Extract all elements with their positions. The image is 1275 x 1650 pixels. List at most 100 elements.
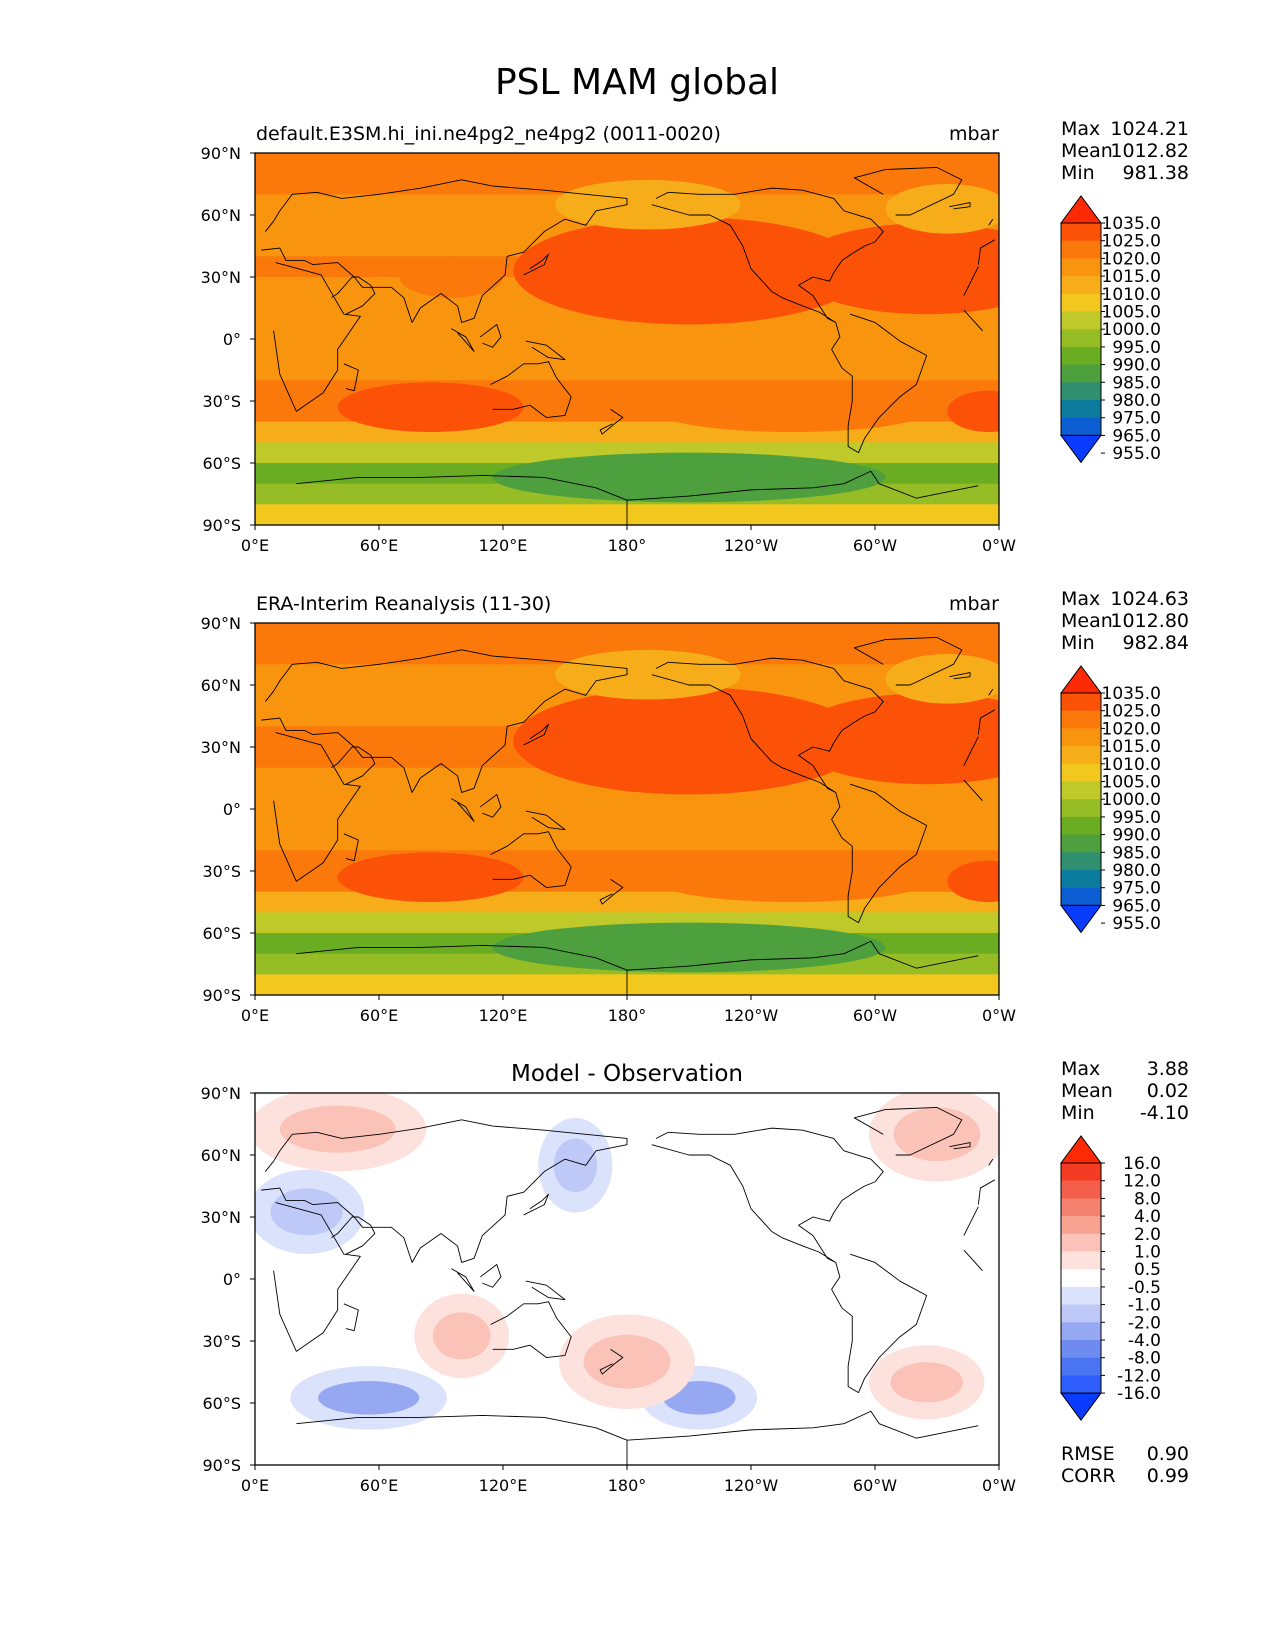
coastline bbox=[949, 202, 971, 210]
x-axis: 0°E 60°E 120°E 180° 120°W 60°W 0°W bbox=[241, 1465, 1016, 1495]
colorbar-segment bbox=[1061, 852, 1101, 871]
colorbar-segment bbox=[1061, 763, 1101, 782]
map-field bbox=[255, 623, 999, 995]
pressure-cell bbox=[337, 852, 524, 902]
colorbar-segment bbox=[1061, 382, 1101, 401]
error-stats: RMSE 0.90 CORR 0.99 bbox=[1061, 1443, 1189, 1487]
colorbar-label: -12.0 bbox=[1117, 1366, 1161, 1386]
y-tick-label: 90°S bbox=[202, 986, 241, 1005]
colorbar-label: 985.0 bbox=[1112, 373, 1161, 393]
coastlines bbox=[261, 637, 996, 995]
side-panel-2: Max 3.88 Mean 0.02 Min -4.10 16.012.08.0… bbox=[1060, 1058, 1189, 1487]
coastline bbox=[331, 276, 376, 315]
pressure-band bbox=[255, 318, 999, 340]
y-tick-label: 90°S bbox=[202, 1456, 241, 1475]
y-tick-label: 60°S bbox=[202, 924, 241, 943]
colorbar-segment bbox=[1061, 346, 1101, 365]
colorbar-extend-min bbox=[1060, 1392, 1102, 1421]
coastline bbox=[296, 944, 628, 995]
pressure-cell bbox=[513, 687, 865, 795]
colorbar-label: 16.0 bbox=[1123, 1154, 1161, 1174]
x-tick-label: 120°W bbox=[724, 536, 779, 555]
anomaly-core bbox=[890, 1362, 963, 1403]
pressure-cell bbox=[399, 726, 503, 768]
pressure-band bbox=[255, 339, 999, 361]
x-axis: 0°E 60°E 120°E 180° 120°W 60°W 0°W bbox=[241, 995, 1016, 1025]
colorbar-label: 980.0 bbox=[1112, 391, 1161, 411]
stat-label: Max bbox=[1061, 118, 1100, 140]
stat-label: Min bbox=[1061, 162, 1095, 184]
figure-title: PSL MAM global bbox=[495, 62, 779, 103]
colorbar-segment bbox=[1061, 887, 1101, 906]
stat-value: 3.88 bbox=[1147, 1058, 1189, 1080]
stats-block: Max 1024.63 Mean 1012.80 Min 982.84 bbox=[1061, 588, 1189, 654]
x-tick-label: 120°W bbox=[724, 1006, 779, 1025]
stat-value: 0.99 bbox=[1147, 1465, 1189, 1487]
anomaly-core bbox=[553, 1138, 598, 1193]
coastline bbox=[523, 723, 549, 746]
pressure-cell bbox=[792, 693, 999, 785]
colorbar-segment bbox=[1061, 728, 1101, 747]
colorbar-segment bbox=[1061, 240, 1101, 259]
y-tick-label: 0° bbox=[223, 1270, 241, 1289]
colorbar-extend-max bbox=[1060, 1135, 1102, 1164]
anomaly-core bbox=[279, 1105, 396, 1153]
colorbar-label: 980.0 bbox=[1112, 861, 1161, 881]
colorbar-label: -2.0 bbox=[1128, 1313, 1161, 1333]
colorbar-segment bbox=[1061, 799, 1101, 818]
coastline bbox=[490, 361, 572, 418]
colorbar-label: 990.0 bbox=[1112, 826, 1161, 846]
pressure-band bbox=[255, 788, 999, 810]
x-tick-label: 60°E bbox=[360, 1006, 398, 1025]
y-tick-label: 30°S bbox=[202, 392, 241, 411]
stat-value: 1012.82 bbox=[1110, 140, 1189, 162]
coastline bbox=[261, 179, 628, 323]
colorbar-label: 1015.0 bbox=[1102, 737, 1161, 757]
stat-value: 1024.63 bbox=[1110, 588, 1189, 610]
colorbar-segment bbox=[1061, 1357, 1101, 1376]
stat-value: 1012.80 bbox=[1110, 610, 1189, 632]
pressure-band bbox=[255, 359, 999, 381]
coastline bbox=[331, 746, 376, 785]
colorbar-segment bbox=[1061, 293, 1101, 312]
colorbar-segment bbox=[1061, 276, 1101, 295]
coastline bbox=[261, 1119, 628, 1263]
y-tick-label: 90°N bbox=[201, 614, 241, 633]
stat-label: Mean bbox=[1061, 140, 1113, 162]
colorbar-label: 1005.0 bbox=[1102, 773, 1161, 793]
coastline bbox=[525, 340, 566, 361]
colorbar-frame bbox=[1060, 1162, 1102, 1394]
coastline bbox=[261, 649, 628, 793]
pressure-cell bbox=[492, 452, 886, 503]
colorbar-segment bbox=[1061, 417, 1101, 436]
colorbar: 16.012.08.04.02.01.00.5-0.5-1.0-2.0-4.0-… bbox=[1060, 1135, 1161, 1421]
coastline bbox=[451, 1268, 475, 1292]
pressure-cell bbox=[885, 654, 999, 704]
colorbar: 1035.01025.01020.01015.01010.01005.01000… bbox=[1060, 665, 1161, 934]
colorbar-label: -16.0 bbox=[1117, 1384, 1161, 1404]
pressure-cell bbox=[885, 184, 999, 234]
panel-model: default.E3SM.hi_ini.ne4pg2_ne4pg2 (0011-… bbox=[201, 123, 1017, 555]
x-tick-label: 180° bbox=[608, 1476, 647, 1495]
coastline bbox=[343, 363, 359, 392]
coastline bbox=[273, 1202, 361, 1352]
x-tick-label: 120°E bbox=[479, 536, 528, 555]
colorbar-label: 975.0 bbox=[1112, 879, 1161, 899]
colorbar-label: 1000.0 bbox=[1102, 790, 1161, 810]
anomaly-core bbox=[893, 1107, 981, 1162]
colorbar-label: 955.0 bbox=[1112, 914, 1161, 934]
side-panel-1: Max 1024.63 Mean 1012.80 Min 982.84 1035… bbox=[1060, 588, 1189, 934]
colorbar-label: 1000.0 bbox=[1102, 320, 1161, 340]
coastline bbox=[963, 779, 983, 802]
stat-label: Max bbox=[1061, 1058, 1100, 1080]
anomaly-core bbox=[432, 1312, 491, 1360]
stats-block: Max 3.88 Mean 0.02 Min -4.10 bbox=[1061, 1058, 1189, 1124]
panel-left-title: ERA-Interim Reanalysis (11-30) bbox=[256, 593, 551, 615]
colorbar-segment bbox=[1061, 1340, 1101, 1359]
y-tick-label: 30°N bbox=[201, 1208, 241, 1227]
colorbar-label: 1015.0 bbox=[1102, 267, 1161, 287]
stat-label: RMSE bbox=[1061, 1443, 1115, 1465]
panel-observation: ERA-Interim Reanalysis (11-30) mbar 0°E 6… bbox=[201, 593, 1017, 1025]
colorbar-segment bbox=[1061, 781, 1101, 800]
